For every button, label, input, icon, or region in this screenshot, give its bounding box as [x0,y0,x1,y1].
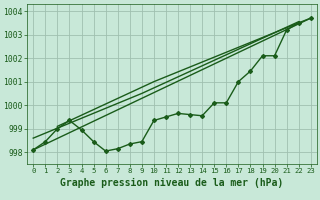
X-axis label: Graphe pression niveau de la mer (hPa): Graphe pression niveau de la mer (hPa) [60,178,284,188]
